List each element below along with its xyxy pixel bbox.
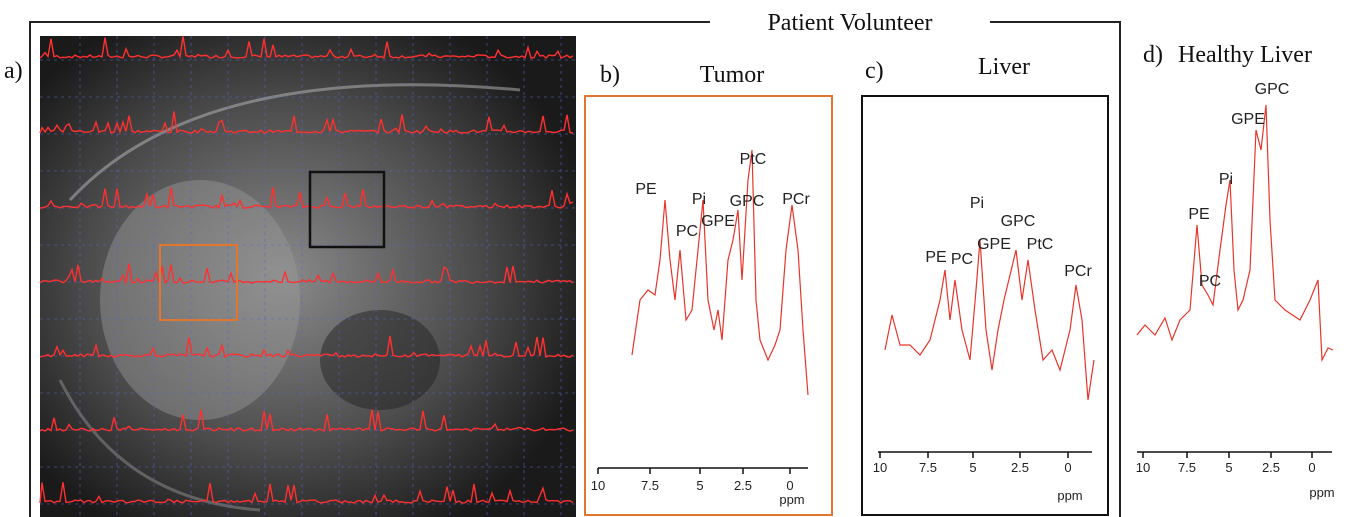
tick-label: 0	[1064, 460, 1071, 475]
tick-label: 2.5	[1262, 460, 1280, 475]
figure-title: Patient Volunteer	[767, 10, 932, 36]
peak-label: GPC	[1255, 81, 1290, 98]
tumor-voxel	[159, 244, 238, 321]
panel-label: a)	[4, 58, 23, 84]
axis	[1137, 451, 1332, 458]
peak-label: PE	[1188, 206, 1209, 223]
tick-label: 7.5	[641, 478, 659, 493]
peak-label: Pi	[1219, 171, 1233, 188]
axis	[597, 467, 808, 474]
overlay	[39, 335, 574, 359]
peak-label: PE	[635, 181, 656, 198]
tick-label: 7.5	[1178, 460, 1196, 475]
peak-label: PtC	[740, 151, 767, 168]
peak-label: PC	[1199, 273, 1221, 290]
axis	[878, 451, 1092, 458]
panel-title: Liver	[978, 54, 1030, 80]
peak-label: GPC	[1001, 213, 1036, 230]
panel-title: Healthy Liver	[1178, 42, 1312, 68]
panel-frame	[584, 95, 833, 516]
spectrum	[1136, 104, 1334, 363]
panel-frame	[861, 95, 1109, 516]
spectrum	[631, 149, 809, 396]
overlay	[39, 187, 574, 210]
peak-label: GPE	[701, 213, 735, 230]
spectrum	[884, 239, 1095, 401]
tick-label: 10	[873, 460, 887, 475]
peak-label: PtC	[1027, 236, 1054, 253]
panel-title: Tumor	[700, 62, 764, 88]
tick-label: 0	[1308, 460, 1315, 475]
mri-image	[39, 36, 576, 517]
liver-voxel	[308, 170, 386, 249]
peak-label: PC	[951, 251, 973, 268]
tick-label: 2.5	[1011, 460, 1029, 475]
panel-label: d)	[1143, 42, 1163, 68]
axis-label: ppm	[1057, 488, 1082, 503]
panel-label: c)	[865, 58, 884, 84]
tick-label: 5	[1225, 460, 1232, 475]
peak-label: GPE	[977, 236, 1011, 253]
peak-label: PC	[676, 223, 698, 240]
tick-label: 5	[696, 478, 703, 493]
peak-label: GPC	[730, 193, 765, 210]
bracket	[29, 21, 1121, 517]
tick-label: 2.5	[734, 478, 752, 493]
overlay	[39, 36, 574, 60]
peak-label: PE	[925, 249, 946, 266]
overlay	[39, 263, 574, 286]
overlay	[39, 111, 574, 135]
axis-label: ppm	[779, 492, 804, 507]
peak-label: GPE	[1231, 111, 1265, 128]
peak-label: PCr	[1064, 263, 1092, 280]
tick-label: 10	[591, 478, 605, 493]
axis-label: ppm	[1309, 485, 1334, 500]
overlay	[39, 482, 574, 504]
peak-label: Pi	[970, 195, 984, 212]
tick-label: 5	[969, 460, 976, 475]
peak-label: Pi	[692, 191, 706, 208]
overlay	[39, 409, 574, 433]
peak-label: PCr	[782, 191, 810, 208]
tick-label: 0	[786, 478, 793, 493]
tick-label: 7.5	[919, 460, 937, 475]
panel-label: b)	[600, 62, 620, 88]
tick-label: 10	[1136, 460, 1150, 475]
